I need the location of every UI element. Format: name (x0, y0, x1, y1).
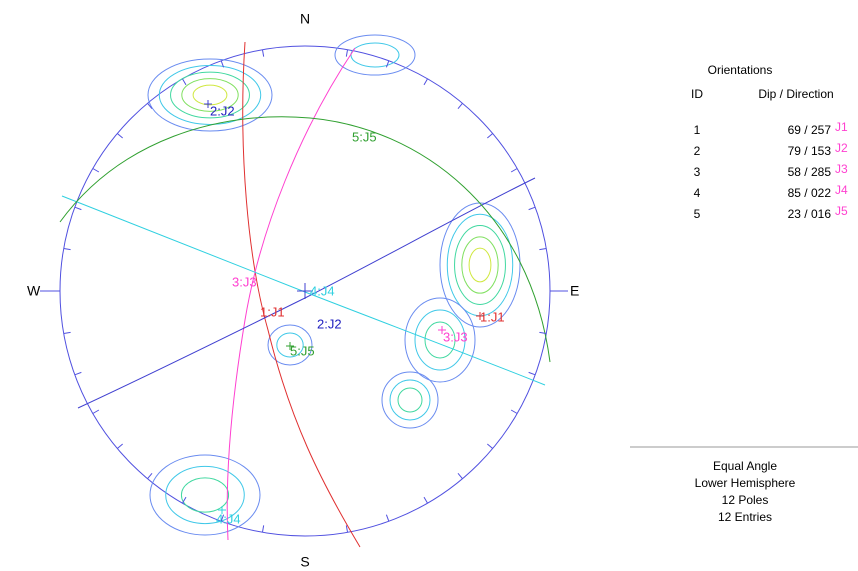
plane-label: 3:J3 (232, 274, 257, 289)
contour (334, 34, 416, 76)
plane-j3 (226, 47, 356, 541)
south-label: S (300, 554, 309, 570)
plane-label: 2:J2 (317, 316, 342, 331)
contour (170, 71, 250, 119)
contour (192, 84, 228, 106)
contour (414, 309, 466, 371)
rim-tick (63, 331, 71, 335)
contour (350, 42, 400, 68)
footer: Equal Angle Lower Hemisphere 12 Poles 12 En… (695, 459, 796, 524)
row-dip-direction: 85 / 022 (788, 186, 832, 200)
pole-label: 4:J4 (216, 511, 241, 526)
rim-tick (116, 133, 124, 139)
contour (381, 371, 439, 429)
rim-tick (457, 472, 463, 480)
contour (468, 247, 492, 283)
pole-label: 1:J1 (480, 309, 505, 324)
rim-tick (74, 371, 82, 376)
rim-tick (147, 472, 153, 480)
rim-tick (345, 49, 349, 57)
rim-tick (539, 331, 547, 335)
rim-tick (220, 514, 225, 522)
rim-tick (423, 78, 428, 86)
row-id: 4 (694, 186, 701, 200)
contour (276, 332, 304, 358)
pole-label: 2:J2 (210, 103, 235, 118)
table-title: Orientations (708, 63, 773, 77)
contour (181, 78, 239, 112)
contour (439, 202, 521, 328)
contour (446, 213, 514, 317)
contour (180, 477, 230, 513)
rim-tick (147, 102, 153, 110)
rim-tick (528, 206, 536, 211)
contour (397, 387, 423, 413)
row-id: 3 (694, 165, 701, 179)
rim-tick (63, 247, 71, 251)
contour (149, 454, 261, 536)
rim-tick (92, 168, 100, 173)
contour (424, 321, 456, 359)
contour (404, 297, 476, 383)
east-label: E (570, 283, 579, 299)
row-dip-direction: 79 / 153 (788, 144, 832, 158)
rim-tick (385, 514, 390, 522)
rim-tick (423, 496, 428, 504)
plane-label: 4:J4 (310, 283, 335, 298)
plane-j1 (242, 41, 361, 548)
plane-label: 5:J5 (352, 129, 377, 144)
rim-tick (261, 525, 265, 533)
rim-tick (182, 78, 187, 86)
rim-tick (486, 133, 494, 139)
pole-markers (204, 100, 484, 514)
north-label: N (300, 11, 310, 27)
contour (454, 225, 506, 305)
rim-tick (385, 60, 390, 68)
pole-label: 3:J3 (443, 329, 468, 344)
footer-line: 12 Poles (722, 493, 769, 507)
contour (389, 379, 431, 421)
table-header: ID (691, 87, 703, 101)
rim-tick (261, 49, 265, 57)
rim-tick (510, 409, 518, 414)
rim-tick (457, 102, 463, 110)
rim-tick (510, 168, 518, 173)
rim-tick (539, 247, 547, 251)
row-dip-direction: 23 / 016 (788, 207, 832, 221)
row-id: 5 (694, 207, 701, 221)
rim-tick (182, 496, 187, 504)
table-rows: 1 69 / 257 J1 2 79 / 153 J2 3 58 / 285 J3 4 85 / 0… (694, 120, 848, 221)
row-set: J1 (835, 120, 848, 134)
west-label: W (27, 283, 41, 299)
rim-tick (74, 206, 82, 211)
rim-tick (486, 443, 494, 449)
row-set: J5 (835, 204, 848, 218)
footer-line: Equal Angle (713, 459, 777, 473)
table-header: Dip / Direction (758, 87, 833, 101)
row-set: J3 (835, 162, 848, 176)
contour (158, 65, 262, 125)
pole-label: 5:J5 (290, 343, 315, 358)
row-dip-direction: 58 / 285 (788, 165, 832, 179)
contour (165, 465, 245, 525)
rim-tick (92, 409, 100, 414)
contour (147, 58, 273, 132)
rim-tick (345, 525, 349, 533)
row-set: J2 (835, 141, 848, 155)
rim-tick (220, 60, 225, 68)
contour (267, 324, 313, 366)
footer-line: Lower Hemisphere (695, 476, 796, 490)
contours (147, 34, 521, 536)
plane-label: 1:J1 (260, 304, 285, 319)
row-id: 2 (694, 144, 701, 158)
plane-j5 (59, 116, 551, 363)
contour (461, 236, 499, 294)
row-id: 1 (694, 123, 701, 137)
footer-line: 12 Entries (718, 510, 772, 524)
rim-tick (528, 371, 536, 376)
row-set: J4 (835, 183, 848, 197)
rim-tick (116, 443, 124, 449)
row-dip-direction: 69 / 257 (788, 123, 832, 137)
